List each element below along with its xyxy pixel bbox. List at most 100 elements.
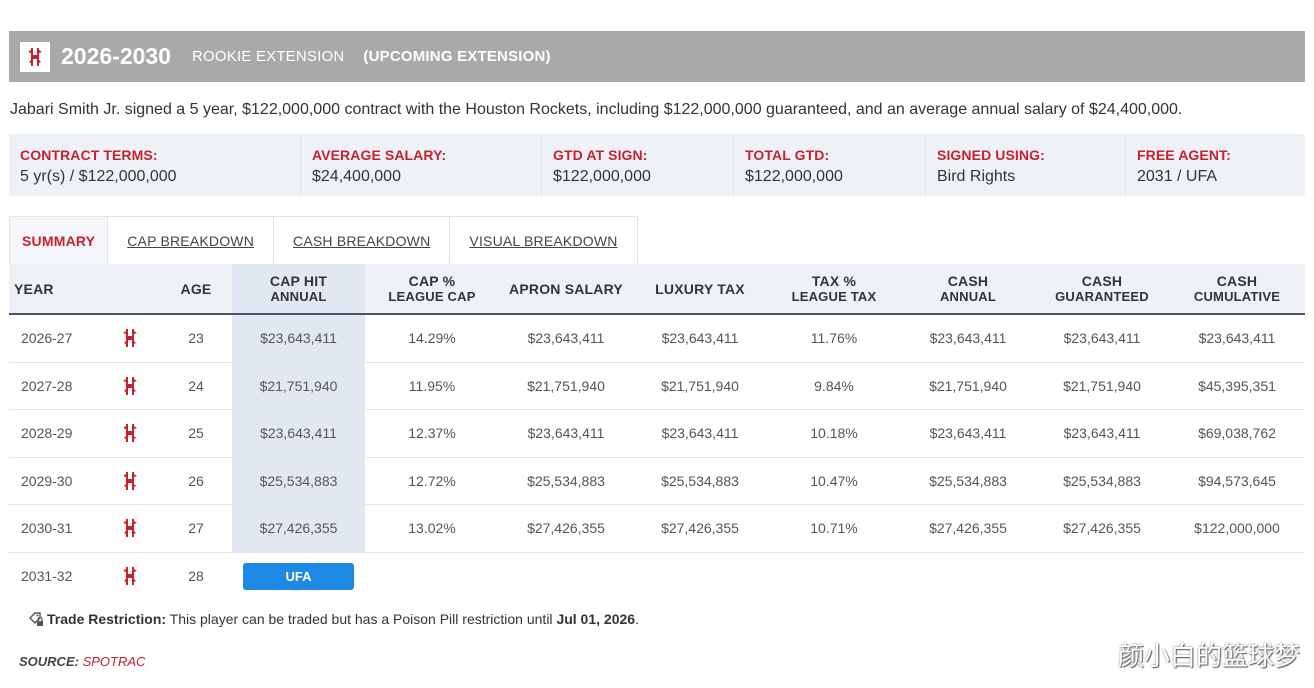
cell-age: 24 bbox=[188, 377, 204, 394]
col-cash-cumulative[interactable]: CASH CUMULATIVE bbox=[1169, 264, 1305, 313]
col-cash-annual-sub: ANNUAL bbox=[939, 288, 997, 304]
cell-cash-cum: $69,038,762 bbox=[1198, 425, 1276, 442]
cell-age: 23 bbox=[188, 330, 204, 347]
cell-cap-pct: 14.29% bbox=[408, 330, 456, 347]
cell-year: 2030-31 bbox=[21, 520, 73, 537]
breakdown-tabs: SUMMARY CAP BREAKDOWN CASH BREAKDOWN VIS… bbox=[9, 216, 638, 264]
contract-status: (UPCOMING EXTENSION) bbox=[363, 48, 551, 65]
cell-cap-pct: 12.37% bbox=[408, 425, 456, 442]
term-label: GTD AT SIGN: bbox=[553, 147, 648, 163]
cell-cash-gtd: $21,751,940 bbox=[1063, 377, 1141, 394]
cell-tax-pct: 10.18% bbox=[810, 425, 858, 442]
col-cap-hit[interactable]: CAP HIT ANNUAL bbox=[232, 264, 365, 313]
cell-cap-pct: 12.72% bbox=[408, 472, 456, 489]
tab-summary[interactable]: SUMMARY bbox=[10, 217, 109, 264]
rockets-logo-icon bbox=[100, 410, 160, 457]
tab-visual-breakdown[interactable]: VISUAL BREAKDOWN bbox=[469, 232, 618, 249]
col-cash-guaranteed-title: CASH bbox=[1081, 272, 1123, 289]
term-label: CONTRACT TERMS: bbox=[20, 147, 158, 163]
col-cap-pct[interactable]: CAP % LEAGUE CAP bbox=[365, 264, 499, 313]
free-agent-row: 2031-32 28 UFA bbox=[9, 553, 1305, 601]
contract-years: 2026-2030 bbox=[61, 43, 171, 69]
table-row: 2026-27 23 $23,643,411 14.29% $23,643,41… bbox=[9, 315, 1305, 363]
cell-age: 26 bbox=[188, 472, 204, 489]
col-tax-pct-title: TAX % bbox=[811, 272, 857, 289]
col-cash-guaranteed[interactable]: CASH GUARANTEED bbox=[1035, 264, 1169, 313]
col-luxury-tax[interactable]: LUXURY TAX bbox=[655, 280, 745, 297]
rockets-logo-icon bbox=[100, 553, 160, 601]
col-year[interactable]: YEAR bbox=[14, 280, 54, 297]
cell-luxury: $21,751,940 bbox=[661, 377, 739, 394]
contract-header: 2026-2030 ROOKIE EXTENSION (UPCOMING EXT… bbox=[9, 31, 1305, 82]
cell-cash-annual: $23,643,411 bbox=[929, 425, 1007, 442]
col-age[interactable]: AGE bbox=[180, 280, 212, 297]
cell-tax-pct: 10.71% bbox=[810, 520, 858, 537]
cell-tax-pct: 11.76% bbox=[810, 330, 858, 347]
col-cash-cumulative-sub: CUMULATIVE bbox=[1193, 288, 1281, 304]
table-row: 2030-31 27 $27,426,355 13.02% $27,426,35… bbox=[9, 505, 1305, 553]
term-gtd-at-sign: GTD AT SIGN: $122,000,000 bbox=[542, 134, 734, 196]
cell-year: 2029-30 bbox=[21, 472, 73, 489]
restriction-end: . bbox=[635, 611, 639, 627]
trade-restriction: Trade Restriction: This player can be tr… bbox=[28, 611, 639, 627]
contract-terms-bar: CONTRACT TERMS: 5 yr(s) / $122,000,000 A… bbox=[9, 134, 1305, 196]
cell-luxury: $25,534,883 bbox=[661, 472, 739, 489]
col-apron-salary[interactable]: APRON SALARY bbox=[509, 280, 623, 297]
cell-luxury: $23,643,411 bbox=[661, 330, 739, 347]
term-total-gtd: TOTAL GTD: $122,000,000 bbox=[734, 134, 926, 196]
cell-apron: $27,426,355 bbox=[527, 520, 605, 537]
tab-cap-breakdown[interactable]: CAP BREAKDOWN bbox=[108, 217, 275, 264]
contract-table: YEAR AGE CAP HIT ANNUAL CAP % LEAGUE CAP… bbox=[9, 264, 1305, 600]
cell-tax-pct: 9.84% bbox=[814, 377, 854, 394]
cell-cap-hit: $21,751,940 bbox=[232, 362, 365, 409]
term-label: FREE AGENT: bbox=[1137, 147, 1231, 163]
col-cash-annual[interactable]: CASH ANNUAL bbox=[901, 264, 1035, 313]
watermark-text: 颜小白的篮球梦 bbox=[1117, 642, 1300, 672]
cell-luxury: $27,426,355 bbox=[661, 520, 739, 537]
term-signed-using: SIGNED USING: Bird Rights bbox=[926, 134, 1126, 196]
cell-cash-cum: $122,000,000 bbox=[1194, 520, 1280, 537]
cell-cap-hit: $23,643,411 bbox=[232, 315, 365, 362]
restriction-date: Jul 01, 2026 bbox=[556, 611, 636, 627]
table-header: YEAR AGE CAP HIT ANNUAL CAP % LEAGUE CAP… bbox=[9, 264, 1305, 315]
cell-cap-pct: 13.02% bbox=[408, 520, 456, 537]
source-link[interactable]: SPOTRAC bbox=[82, 654, 146, 669]
cell-year: 2028-29 bbox=[21, 425, 73, 442]
contract-type: ROOKIE EXTENSION bbox=[192, 48, 345, 65]
term-contract: CONTRACT TERMS: 5 yr(s) / $122,000,000 bbox=[9, 134, 301, 196]
cell-cash-annual: $27,426,355 bbox=[929, 520, 1007, 537]
cell-apron: $25,534,883 bbox=[527, 472, 605, 489]
table-body: 2026-27 23 $23,643,411 14.29% $23,643,41… bbox=[9, 315, 1305, 600]
cell-cash-annual: $21,751,940 bbox=[929, 377, 1007, 394]
cell-fa-badge: UFA bbox=[232, 553, 365, 601]
col-cap-hit-sub: ANNUAL bbox=[270, 288, 327, 304]
term-value: $122,000,000 bbox=[745, 168, 843, 185]
cell-cap-hit: $25,534,883 bbox=[232, 457, 365, 504]
tab-cash-breakdown[interactable]: CASH BREAKDOWN bbox=[274, 217, 451, 264]
cell-apron: $23,643,411 bbox=[527, 330, 605, 347]
cell-cap-pct: 11.95% bbox=[408, 377, 456, 394]
term-label: TOTAL GTD: bbox=[745, 147, 830, 163]
source-label: SOURCE: bbox=[19, 654, 79, 669]
cell-apron: $21,751,940 bbox=[527, 377, 605, 394]
cell-age: 28 bbox=[188, 568, 204, 585]
col-tax-pct[interactable]: TAX % LEAGUE TAX bbox=[767, 264, 901, 313]
rockets-logo-icon bbox=[100, 315, 160, 362]
rockets-logo-icon bbox=[20, 41, 50, 72]
rockets-logo-icon bbox=[100, 458, 160, 505]
cell-year: 2031-32 bbox=[21, 568, 73, 585]
col-cap-pct-sub: LEAGUE CAP bbox=[388, 288, 476, 304]
rockets-logo-icon bbox=[100, 363, 160, 410]
cell-age: 27 bbox=[188, 520, 204, 537]
cell-cash-gtd: $23,643,411 bbox=[1063, 330, 1141, 347]
ufa-badge: UFA bbox=[243, 562, 354, 590]
term-value: 2031 / UFA bbox=[1137, 168, 1218, 185]
cell-cash-cum: $45,395,351 bbox=[1198, 377, 1276, 394]
cell-cash-cum: $94,573,645 bbox=[1198, 472, 1276, 489]
source-line: SOURCE: SPOTRAC bbox=[19, 654, 145, 669]
term-free-agent: FREE AGENT: 2031 / UFA bbox=[1126, 134, 1305, 196]
term-value: 5 yr(s) / $122,000,000 bbox=[20, 168, 177, 185]
restriction-text: This player can be traded but has a Pois… bbox=[166, 611, 557, 627]
rockets-logo-icon bbox=[100, 505, 160, 552]
cell-cash-cum: $23,643,411 bbox=[1198, 330, 1276, 347]
